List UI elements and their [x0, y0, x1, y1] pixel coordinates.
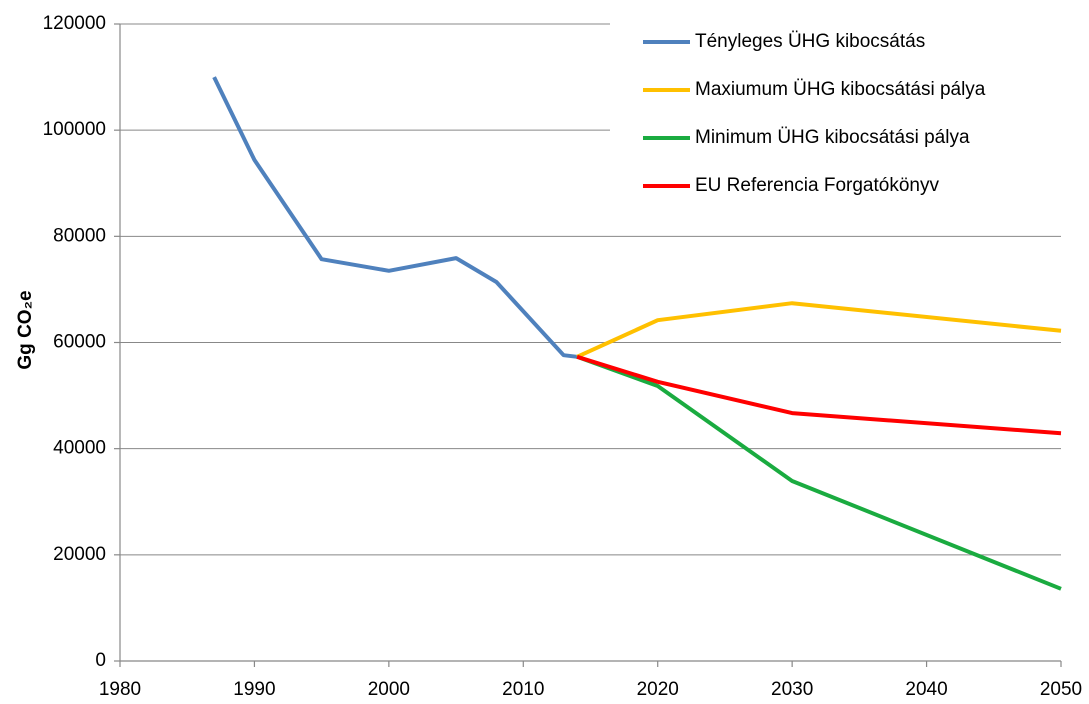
- x-tick-label: 2050: [1040, 679, 1082, 700]
- legend-box: [610, 18, 1065, 213]
- x-tick-label: 1980: [99, 679, 141, 700]
- y-tick-label: 60000: [53, 332, 106, 353]
- x-tick-label: 2030: [771, 679, 813, 700]
- y-tick-label: 80000: [53, 225, 106, 246]
- x-tick-label: 2010: [502, 679, 544, 700]
- series-line: [576, 354, 1062, 436]
- x-tick-label: 1990: [233, 679, 275, 700]
- y-tick-label: 40000: [53, 438, 106, 459]
- series-line: [212, 76, 578, 359]
- x-tick-label: 2040: [905, 679, 947, 700]
- legend-label: Maxiumum ÜHG kibocsátási pálya: [695, 79, 986, 100]
- series-line: [576, 354, 1062, 591]
- y-tick-label: 0: [95, 650, 106, 671]
- y-tick-label: 120000: [43, 13, 106, 34]
- series-line: [576, 301, 1062, 359]
- legend: Tényleges ÜHG kibocsátás Maxiumum ÜHG kib…: [643, 31, 986, 196]
- x-tick-label: 2020: [637, 679, 679, 700]
- lines: [212, 76, 1062, 591]
- legend-label: Tényleges ÜHG kibocsátás: [695, 31, 925, 52]
- legend-label: EU Referencia Forgatókönyv: [695, 175, 939, 196]
- x-tick-label: 2000: [368, 679, 410, 700]
- y-axis-label: Gg CO₂e: [15, 290, 36, 369]
- legend-label: Minimum ÜHG kibocsátási pálya: [695, 127, 970, 148]
- y-tick-label: 20000: [53, 544, 106, 565]
- y-tick-label: 100000: [43, 119, 106, 140]
